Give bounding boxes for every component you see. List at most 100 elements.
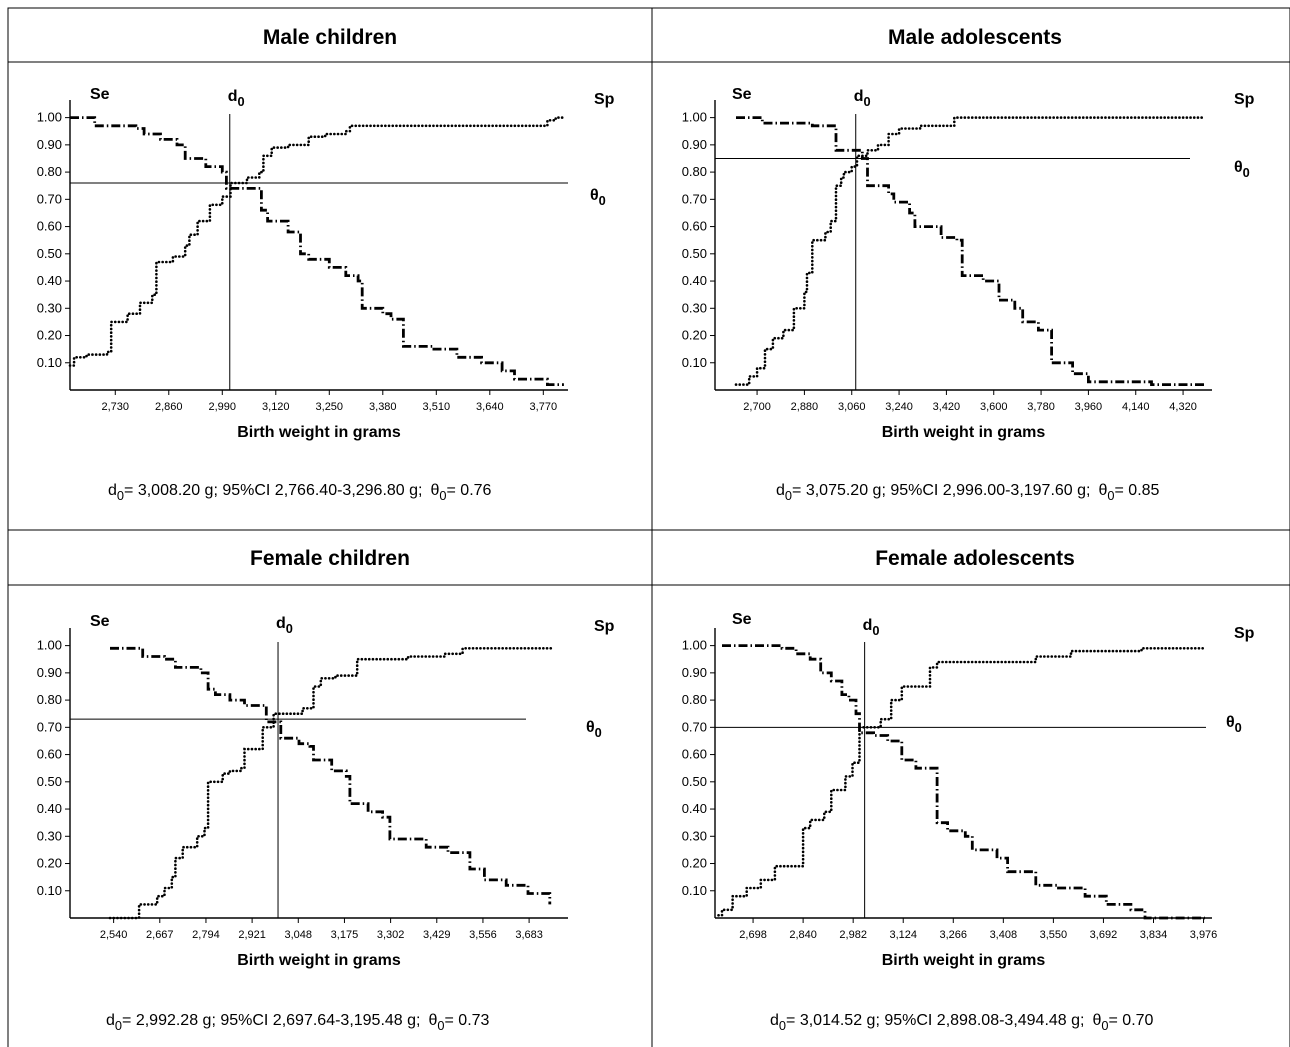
x-tick-label: 3,960 [1075,401,1103,413]
stats-theta-text: = 0.85 [1115,482,1160,499]
theta0-label-subscript: 0 [1235,720,1242,735]
stats-line: d0= 3,008.20 g; 95%CI 2,766.40-3,296.80 … [108,482,492,503]
theta0-label-symbol: θ [1234,159,1243,176]
series-sp-curve [717,647,1207,917]
theta0-label-subscript: 0 [595,725,602,740]
se-label: Se [90,86,110,103]
d0-label-subscript: 0 [238,94,245,109]
x-tick-label: 3,834 [1140,929,1168,941]
y-tick-label: 0.50 [682,774,707,789]
stats-theta-text: = 0.73 [445,1012,490,1029]
series-se-curve [736,116,1205,386]
x-tick-label: 2,667 [146,929,174,941]
panel-male-children: Male children 0.10 0.20 0.30 0.40 0.50 0.60 0.7… [37,26,615,503]
y-tick-label: 0.40 [37,801,62,816]
x-tick-label: 3,120 [262,401,290,413]
x-axis-label: Birth weight in grams [237,424,401,441]
panel-male-adolescents: Male adolescents 0.10 0.20 0.30 0.40 0.50 0.60… [682,26,1255,503]
d0-label-symbol: d [276,615,286,632]
x-tick-label: 3,556 [469,929,497,941]
stats-theta-symbol: θ [1098,482,1107,499]
y-tick-label: 0.30 [682,300,707,315]
d0-label: d0 [276,615,293,636]
x-tick-label: 2,990 [209,401,237,413]
x-tick-label: 3,420 [933,401,961,413]
x-tick-label: 2,921 [238,929,266,941]
panel-female-children: Female children 0.10 0.20 0.30 0.40 0.50 0.60 0… [37,547,615,1033]
x-tick-label: 3,550 [1040,929,1068,941]
stats-d0-text: = 3,075.20 g; 95%CI 2,996.00-3,197.60 g; [792,482,1090,499]
x-tick-label: 3,780 [1027,401,1055,413]
x-tick-label: 3,510 [423,401,451,413]
y-tick-label: 0.50 [682,246,707,261]
y-tick-label: 0.90 [682,137,707,152]
x-tick-label: 2,700 [743,401,771,413]
y-tick-label: 1.00 [37,110,62,125]
stats-theta-text: = 0.76 [447,482,492,499]
se-label: Se [732,86,752,103]
series-sp-curve [68,116,566,367]
x-tick-label: 2,840 [789,929,817,941]
x-tick-label: 3,302 [377,929,405,941]
x-tick-label: 3,640 [476,401,504,413]
d0-label: d0 [863,617,880,638]
y-tick-label: 1.00 [682,638,707,653]
x-tick-label: 3,683 [515,929,543,941]
stats-d-subscript: 0 [785,488,792,503]
y-tick-label: 0.70 [682,191,707,206]
y-tick-label: 0.20 [682,328,707,343]
theta0-label: θ0 [1226,714,1242,735]
y-tick-label: 0.20 [37,328,62,343]
stats-d-subscript: 0 [779,1018,786,1033]
y-tick-label: 0.80 [37,692,62,707]
y-tick-label: 0.80 [682,164,707,179]
sp-label: Sp [1234,625,1255,642]
panel-title: Male children [263,26,397,49]
x-tick-label: 3,060 [838,401,866,413]
d0-label: d0 [854,88,871,109]
x-tick-label: 3,770 [530,401,558,413]
x-tick-label: 3,240 [885,401,913,413]
y-tick-label: 0.90 [37,137,62,152]
x-tick-label: 2,880 [791,401,819,413]
y-tick-label: 1.00 [682,110,707,125]
y-tick-label: 0.10 [682,355,707,370]
d0-label-symbol: d [863,617,873,634]
panel-title: Male adolescents [888,26,1062,49]
x-axis-label: Birth weight in grams [882,952,1046,969]
x-tick-label: 2,982 [839,929,867,941]
se-label: Se [732,611,752,628]
x-axis-label: Birth weight in grams [237,952,401,969]
y-tick-label: 0.50 [37,774,62,789]
stats-d-symbol: d [770,1012,779,1029]
x-tick-label: 2,540 [100,929,128,941]
theta0-label-symbol: θ [1226,714,1235,731]
y-tick-label: 0.10 [682,883,707,898]
stats-theta-subscript: 0 [1101,1018,1108,1033]
d0-label-subscript: 0 [286,621,293,636]
y-tick-label: 0.20 [682,856,707,871]
x-tick-label: 3,408 [990,929,1018,941]
y-tick-label: 0.60 [682,747,707,762]
x-tick-label: 3,250 [316,401,344,413]
stats-d0-text: = 3,008.20 g; 95%CI 2,766.40-3,296.80 g; [124,482,422,499]
x-tick-label: 3,976 [1190,929,1218,941]
x-tick-label: 2,794 [192,929,220,941]
stats-theta-symbol: θ [428,1012,437,1029]
theta0-label: θ0 [1234,159,1250,180]
theta0-label-subscript: 0 [1243,165,1250,180]
panel-title: Female adolescents [875,547,1075,570]
stats-d-symbol: d [108,482,117,499]
theta0-label: θ0 [590,187,606,208]
y-tick-label: 0.10 [37,883,62,898]
panel-female-adolescents: Female adolescents 0.10 0.20 0.30 0.40 0.50 0.… [682,547,1255,1033]
stats-theta-subscript: 0 [437,1018,444,1033]
x-tick-label: 3,429 [423,929,451,941]
stats-line: d0= 2,992.28 g; 95%CI 2,697.64-3,195.48 … [106,1012,490,1033]
y-tick-label: 0.40 [682,273,707,288]
y-tick-label: 0.80 [37,164,62,179]
y-tick-label: 0.60 [37,219,62,234]
y-tick-label: 0.90 [682,665,707,680]
y-tick-label: 0.30 [37,828,62,843]
y-tick-label: 0.60 [37,747,62,762]
